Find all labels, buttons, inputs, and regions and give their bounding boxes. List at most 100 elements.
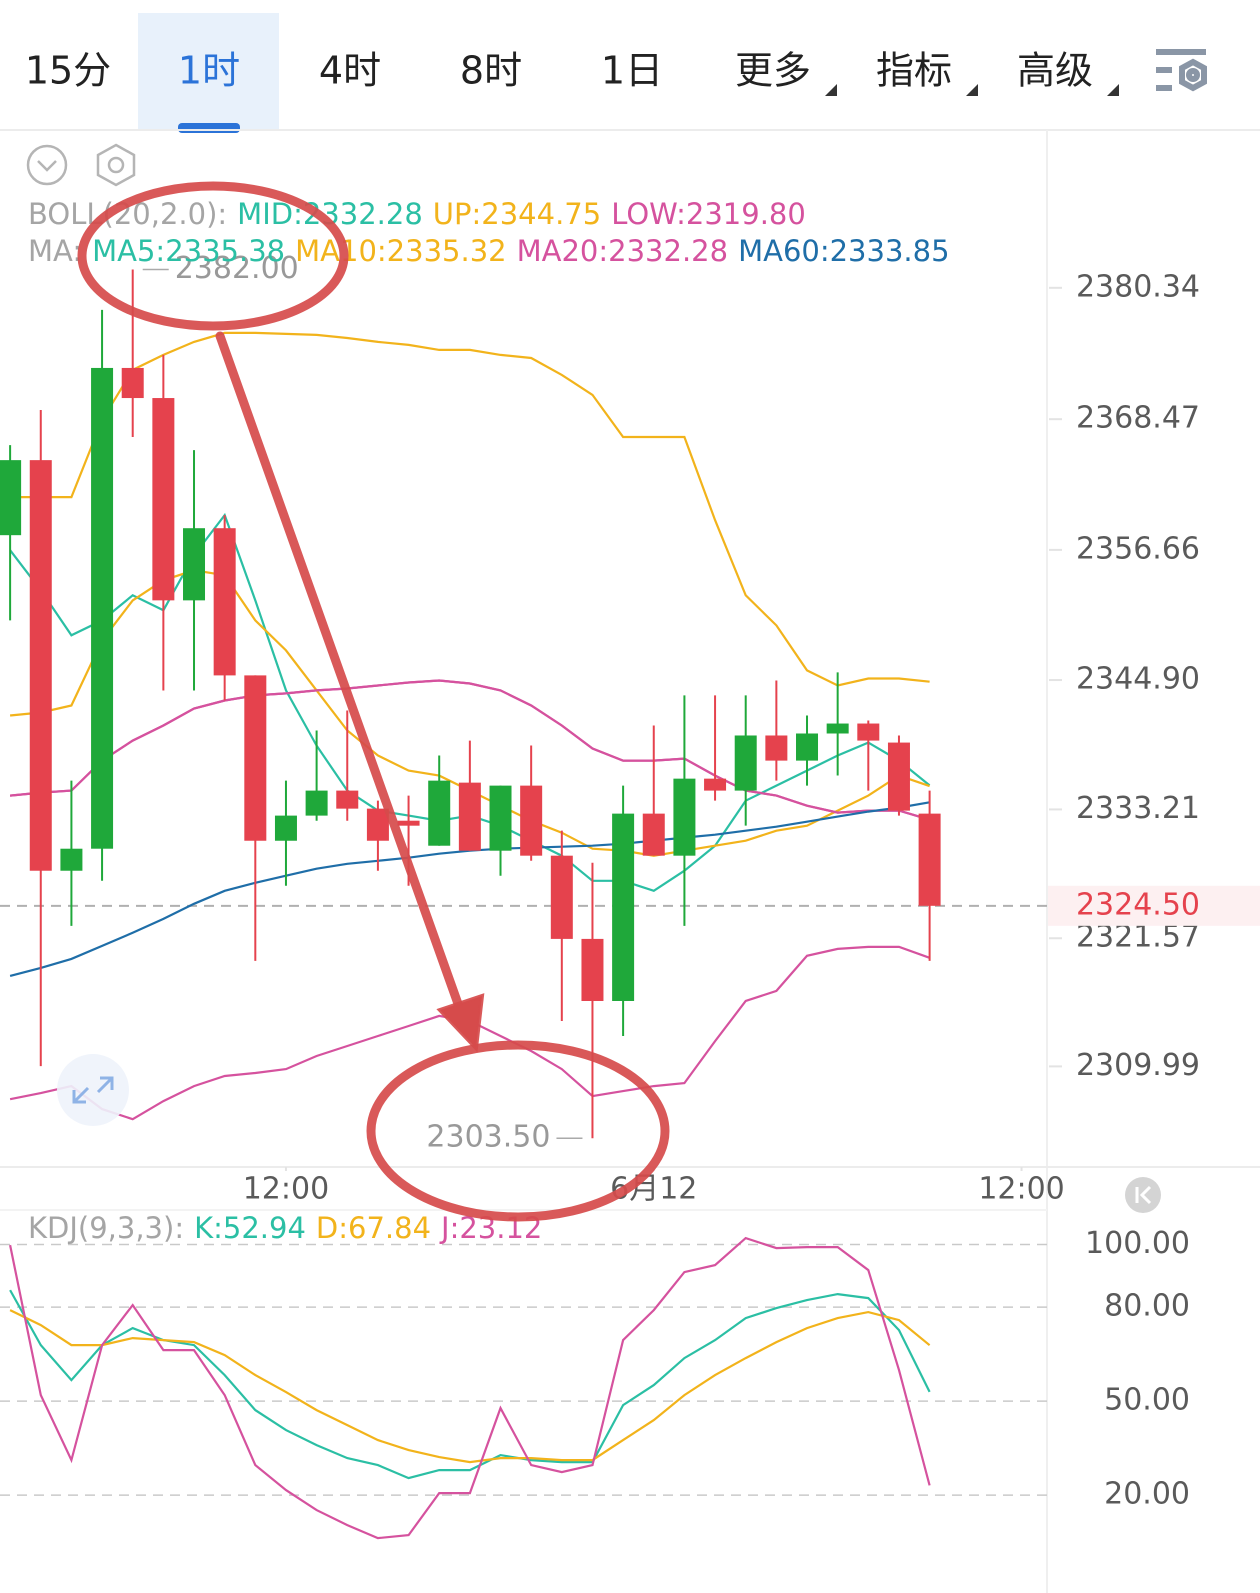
- tab-label[interactable]: 4时: [319, 49, 381, 93]
- highlight-ellipse: [366, 1040, 670, 1222]
- highlight-ellipse: [77, 181, 349, 331]
- dropdown-caret: [966, 84, 978, 96]
- tab-selected-bg: [138, 13, 279, 130]
- collapse-icon[interactable]: [26, 144, 68, 186]
- legend-entry: K:52.94: [194, 1211, 306, 1245]
- tab-label[interactable]: 1时: [178, 49, 240, 93]
- candle-body: [642, 813, 665, 856]
- last-price-label: 2324.50: [1076, 887, 1200, 922]
- icon-dot: [107, 156, 125, 174]
- candle-body: [796, 733, 819, 761]
- y-tick-label: 20.00: [1104, 1477, 1190, 1512]
- icon-chevron: [37, 160, 57, 172]
- icon-circle: [57, 1054, 129, 1126]
- icon-chevron: [1139, 1185, 1152, 1205]
- x-tick-label: 12:00: [978, 1172, 1064, 1207]
- indicator-line: [9, 1236, 931, 1540]
- icon-arrow: [96, 1076, 114, 1094]
- y-tick-label: 2309.99: [1076, 1048, 1200, 1083]
- candle-body: [397, 820, 420, 826]
- candle-body: [704, 778, 727, 791]
- y-tick-label: 2344.90: [1076, 662, 1200, 697]
- jump-latest-icon[interactable]: [1125, 1177, 1161, 1213]
- candle-body: [765, 735, 788, 761]
- tab-label[interactable]: 15分: [25, 49, 111, 93]
- candle-body: [612, 813, 635, 1001]
- y-tick-label: 2333.21: [1076, 791, 1200, 826]
- indicator-line: [10, 331, 930, 687]
- tab-label[interactable]: 指标: [876, 49, 952, 93]
- candle-body: [29, 460, 52, 871]
- candle-body: [520, 785, 543, 856]
- candle-body: [673, 778, 696, 856]
- indicator-line: [9, 1309, 931, 1464]
- legend: KDJ(9,3,3): K:52.94 D:67.84 J:23.12: [28, 1211, 542, 1245]
- y-tick-label: 2368.47: [1076, 401, 1200, 436]
- y-tick-label: 2380.34: [1076, 269, 1200, 304]
- legend: BOLL(20,2.0): MID:2332.28 UP:2344.75 LOW:23…: [28, 197, 806, 231]
- tab-indicator: [178, 123, 240, 133]
- legend: MA: MA5:2335.38 MA10:2335.32 MA20:2332.28 MA…: [28, 234, 950, 268]
- candle-body: [918, 813, 941, 906]
- indicator-line: [9, 679, 930, 821]
- candle-body: [0, 460, 22, 536]
- indicator-line: [9, 1289, 931, 1480]
- candle-body: [458, 782, 481, 851]
- last-price-bg: [1048, 885, 1260, 926]
- settings-hex-icon[interactable]: [96, 143, 136, 187]
- main-plot: 2380.342368.472356.662344.902333.212321.…: [0, 197, 1260, 1540]
- candle-body: [857, 723, 880, 741]
- highlight-markup: [77, 181, 670, 1222]
- tab-bar: 15分 1时 4时 8时 1日 更多 指标 高级: [25, 13, 1119, 133]
- candle-body: [428, 780, 451, 846]
- y-tick-label: 80.00: [1104, 1289, 1190, 1324]
- legend-entry: MA5:2335.38: [92, 234, 285, 268]
- candle-body: [734, 735, 757, 791]
- legend-entry: MA20:2332.28: [517, 234, 728, 268]
- legend-entry: MA10:2335.32: [295, 234, 506, 268]
- legend-entry: LOW:2319.80: [611, 197, 806, 231]
- y-tick-label: 100.00: [1085, 1226, 1190, 1261]
- candle-body: [826, 723, 849, 734]
- candle-body: [887, 742, 910, 811]
- settings-icon[interactable]: [1156, 49, 1207, 92]
- tab-label[interactable]: 8时: [460, 49, 522, 93]
- candle-body: [244, 675, 267, 841]
- candle-body: [274, 815, 297, 841]
- candle-body: [581, 938, 604, 1001]
- candle-body: [183, 528, 206, 601]
- candle-body: [213, 528, 236, 676]
- tab-label[interactable]: 1日: [601, 49, 663, 93]
- y-tick-label: 2356.66: [1076, 531, 1200, 566]
- candle-body: [305, 790, 328, 816]
- candle-body: [152, 398, 175, 601]
- tab-label[interactable]: 更多: [735, 49, 811, 93]
- candle-body: [60, 848, 83, 871]
- annotation-label: 2303.50: [426, 1120, 550, 1155]
- legend-title: MA:: [28, 234, 82, 268]
- icon-circle: [26, 144, 68, 186]
- candle-body: [366, 808, 389, 841]
- candle-body: [336, 790, 359, 809]
- tab-label[interactable]: 高级: [1017, 49, 1093, 93]
- icon-dot: [1186, 68, 1200, 82]
- legend-entry: MA60:2333.85: [738, 234, 949, 268]
- highlight-arrow: [215, 331, 467, 1020]
- highlight-arrowhead: [436, 993, 485, 1053]
- x-tick-label: 12:00: [243, 1172, 329, 1207]
- legend-title: KDJ(9,3,3):: [28, 1211, 184, 1245]
- icon-arrow: [72, 1086, 90, 1104]
- dropdown-caret: [825, 84, 837, 96]
- expand-icon[interactable]: [57, 1054, 129, 1126]
- legend-entry: D:67.84: [316, 1211, 431, 1245]
- annotation-label: 2382.00: [175, 251, 299, 286]
- icon-hex: [96, 143, 136, 187]
- icon-hex: [1179, 58, 1207, 92]
- y-tick-label: 50.00: [1104, 1383, 1190, 1418]
- candle-body: [550, 855, 573, 939]
- candle-body: [91, 367, 114, 849]
- dropdown-caret: [1107, 84, 1119, 96]
- candle-body: [489, 785, 512, 851]
